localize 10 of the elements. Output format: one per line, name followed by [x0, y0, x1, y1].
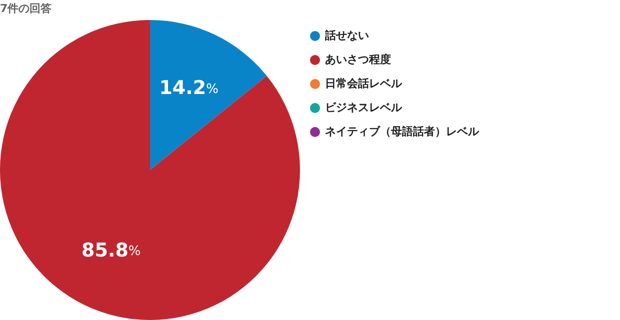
data-label: 14.2%: [159, 76, 218, 100]
chart-title: 7件の回答: [0, 2, 53, 16]
legend-label: 話せない: [324, 29, 369, 42]
legend-label: あいさつ程度: [325, 53, 391, 66]
legend-label: 日常会話レベル: [325, 77, 403, 90]
legend-label: ネイティブ（母語話者）レベル: [325, 125, 480, 138]
pie-slice: [0, 20, 300, 320]
legend-label: ビジネスレベル: [325, 101, 403, 114]
data-label: 85.8%: [82, 239, 141, 262]
pie-slice: [150, 20, 267, 170]
